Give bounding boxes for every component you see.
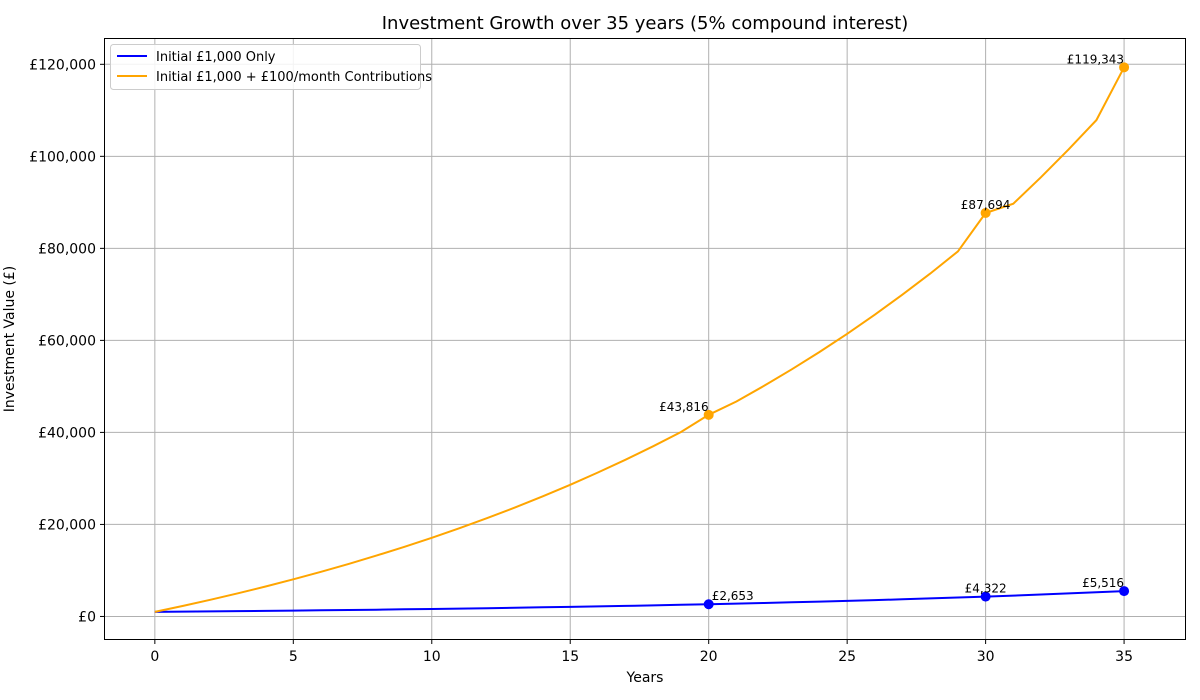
data-point-marker (980, 591, 991, 602)
data-label: £5,516 (1082, 576, 1124, 590)
grid (105, 39, 1185, 639)
data-point-marker (703, 599, 714, 610)
x-tick-label: 25 (838, 649, 856, 665)
data-label: £4,322 (965, 582, 1007, 596)
y-axis-label: Investment Value (£) (2, 266, 18, 412)
legend-box (110, 44, 421, 90)
data-label: £2,653 (712, 589, 754, 603)
legend: Initial £1,000 Only Initial £1,000 + £10… (110, 44, 432, 90)
y-axis-ticks: £0 £20,000 £40,000 £60,000 £80,000 £100,000 £1… (29, 57, 105, 625)
y-tick-label: £0 (78, 609, 96, 625)
data-label: £43,816 (659, 400, 709, 414)
data-label: £119,343 (1067, 52, 1124, 66)
x-tick-label: 5 (289, 649, 298, 665)
chart-title: Investment Growth over 35 years (5% comp… (382, 13, 909, 34)
y-tick-label: £20,000 (38, 517, 96, 533)
data-markers (703, 62, 1130, 610)
x-tick-label: 20 (700, 649, 718, 665)
data-point-marker (1119, 586, 1130, 597)
data-point-marker (980, 207, 991, 218)
x-tick-label: 30 (977, 649, 995, 665)
data-point-marker (703, 409, 714, 420)
x-tick-label: 10 (423, 649, 441, 665)
legend-label-with-contributions: Initial £1,000 + £100/month Contribution… (156, 70, 432, 85)
data-point-marker (1119, 62, 1130, 73)
series-line-0 (154, 590, 1125, 613)
data-labels: £2,653 £4,322 £5,516 £43,816 £87,694 £119,343 (659, 52, 1124, 603)
x-tick-label: 0 (150, 649, 159, 665)
x-tick-label: 15 (561, 649, 579, 665)
y-tick-label: £80,000 (38, 241, 96, 257)
plot-frame (104, 38, 1186, 640)
y-tick-label: £40,000 (38, 425, 96, 441)
y-tick-label: £60,000 (38, 333, 96, 349)
x-tick-label: 35 (1115, 649, 1133, 665)
y-tick-label: £120,000 (29, 57, 96, 73)
legend-label-initial-only: Initial £1,000 Only (156, 50, 276, 65)
y-tick-label: £100,000 (29, 149, 96, 165)
data-label: £87,694 (961, 198, 1011, 212)
x-axis-ticks: 0 5 10 15 20 25 30 35 (150, 639, 1133, 665)
x-axis-label: Years (626, 670, 664, 686)
series-lines (154, 66, 1125, 613)
series-line-1 (154, 66, 1125, 613)
